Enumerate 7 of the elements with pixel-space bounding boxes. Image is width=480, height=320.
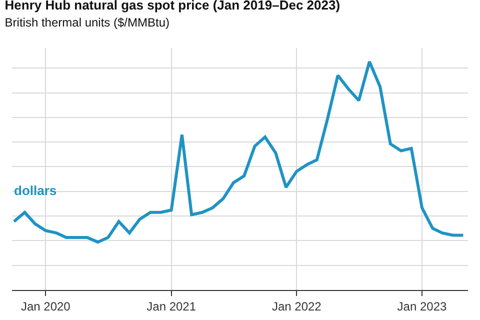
chart-title: Henry Hub natural gas spot price (Jan 2019–Dec 2023) — [4, 0, 340, 13]
x-tick-label: Jan 2023 — [397, 299, 447, 314]
series-label: dollars — [14, 183, 57, 198]
x-tick-label: Jan 2020 — [20, 299, 71, 314]
x-tick-label: Jan 2021 — [146, 299, 196, 314]
x-tick-label: Jan 2022 — [272, 299, 322, 314]
chart-subtitle: British thermal units ($/MMBtu) — [4, 16, 170, 30]
